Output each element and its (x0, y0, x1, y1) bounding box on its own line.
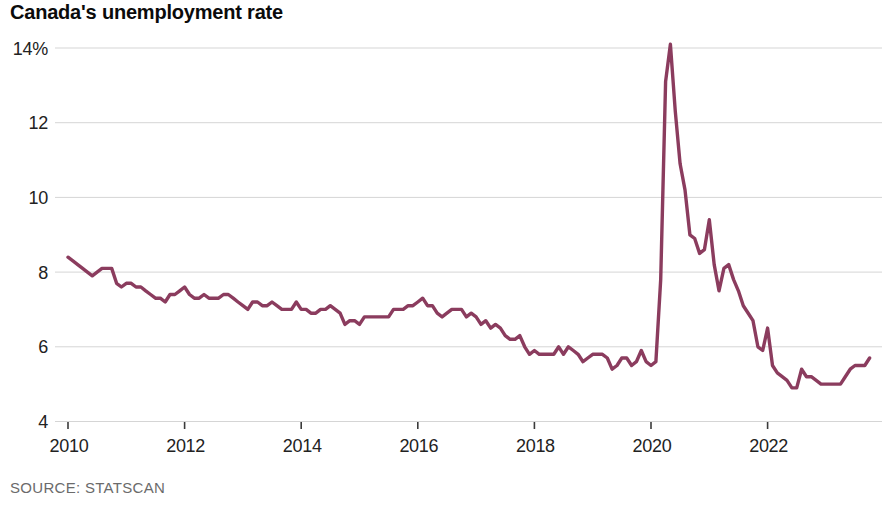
y-tick-label: 12 (29, 113, 49, 133)
x-tick-label: 2022 (749, 436, 788, 456)
series-line (68, 44, 870, 388)
y-axis-labels: 4 6 8 10 12 14% (13, 39, 48, 433)
y-tick-label: 8 (38, 263, 48, 283)
chart-card: 468101214% 2010201220142016201820202022 … (0, 0, 892, 510)
x-tick-label: 2016 (399, 436, 438, 456)
y-tick-label: 10 (29, 188, 49, 208)
x-tick-label: 2010 (50, 436, 89, 456)
x-tick-label: 2012 (166, 436, 205, 456)
x-tick-label: 2018 (516, 436, 555, 456)
x-axis-ticks (68, 422, 768, 429)
y-tick-label: 14% (13, 39, 48, 59)
unemployment-rate-line-chart: 4 6 8 10 12 14% 2010 2012 2014 2016 2018 2020 2022 (0, 0, 892, 510)
y-tick-label: 4 (38, 412, 48, 432)
chart-title: Canada's unemployment rate (10, 1, 283, 24)
y-tick-label: 6 (38, 337, 48, 357)
x-tick-label: 2014 (283, 436, 322, 456)
source-label: SOURCE: STATSCAN (10, 479, 165, 496)
x-tick-label: 2020 (633, 436, 672, 456)
grid-lines (55, 48, 882, 422)
x-axis-labels: 2010 2012 2014 2016 2018 2020 2022 (50, 436, 789, 456)
